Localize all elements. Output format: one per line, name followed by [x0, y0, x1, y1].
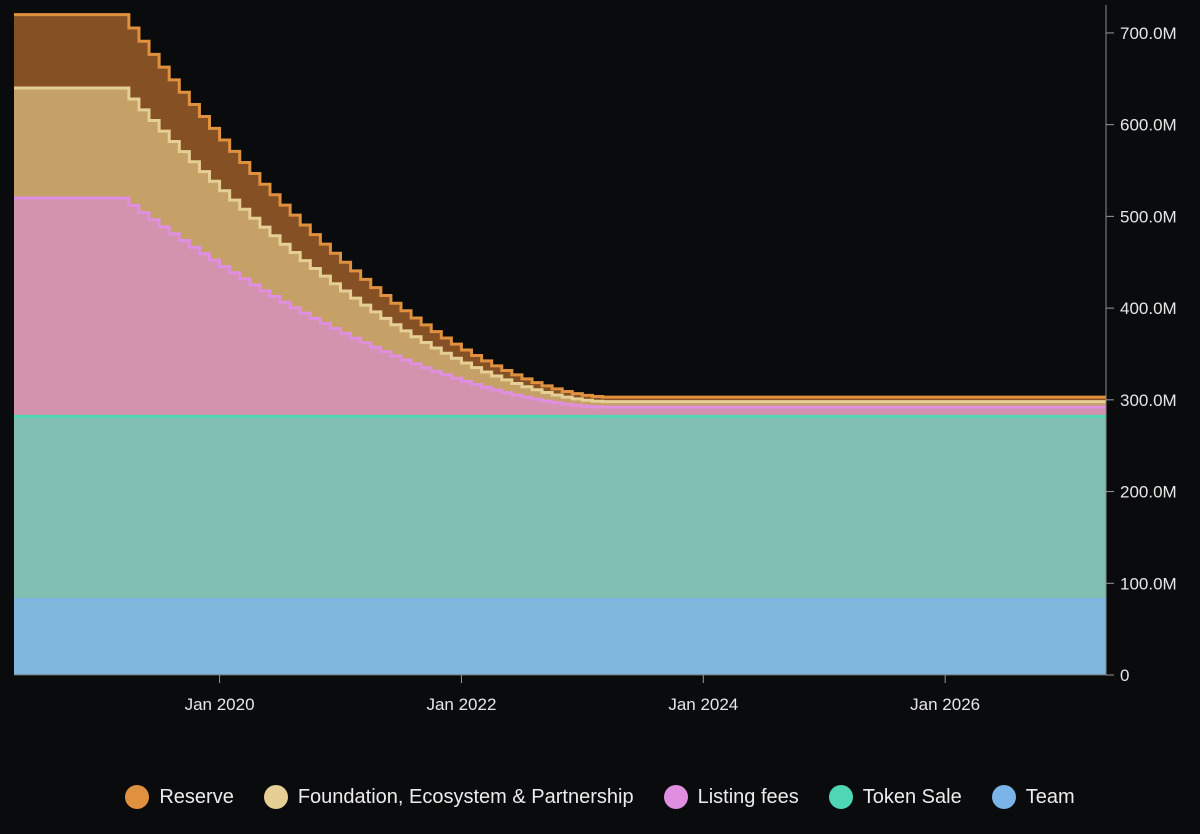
legend-dot-team [991, 785, 1016, 809]
y-tick-label: 300.0M [1120, 391, 1177, 410]
legend-item-reserve[interactable]: Reserve [125, 785, 234, 809]
y-tick-label: 700.0M [1120, 24, 1177, 43]
area-team [14, 599, 1106, 675]
x-tick-label: Jan 2026 [910, 695, 980, 714]
legend-dot-listing-fees [663, 785, 688, 809]
y-tick-label: 600.0M [1120, 116, 1177, 135]
legend-dot-foundation [263, 785, 288, 809]
legend-label-team: Team [1025, 785, 1075, 808]
y-tick-label: 100.0M [1120, 574, 1177, 593]
legend-item-team[interactable]: Team [991, 785, 1075, 809]
series-lines [14, 13, 1106, 602]
legend-label-token-sale: Token Sale [862, 785, 962, 808]
legend-label-foundation: Foundation, Ecosystem & Partnership [297, 785, 634, 808]
x-tick-label: Jan 2022 [426, 695, 496, 714]
line-listing-fees [14, 196, 1106, 409]
legend-dot-reserve [125, 785, 150, 809]
x-tick-label: Jan 2024 [668, 695, 738, 714]
area-token-sale [14, 416, 1106, 600]
legend: Reserve Foundation, Ecosystem & Partners… [0, 780, 1200, 814]
area-listing-fees [14, 198, 1106, 417]
plot-areas [14, 14, 1106, 675]
area-reserve [14, 14, 1106, 402]
y-tick-label: 200.0M [1120, 483, 1177, 502]
x-tick-label: Jan 2020 [185, 695, 255, 714]
legend-label-reserve: Reserve [159, 785, 234, 808]
legend-item-token-sale[interactable]: Token Sale [828, 785, 962, 809]
area-foundation-ecosystem-partnership [14, 87, 1106, 408]
y-tick-label: 0 [1120, 666, 1129, 685]
y-axis: 0 100.0M 200.0M 300.0M 400.0M 500.0M 600.0M 700… [1105, 5, 1177, 685]
legend-label-listing-fees: Listing fees [697, 785, 799, 808]
y-tick-label: 500.0M [1120, 207, 1177, 226]
legend-item-listing-fees[interactable]: Listing fees [663, 785, 799, 809]
x-axis: Jan 2020 Jan 2022 Jan 2024 Jan 2026 [14, 674, 1106, 714]
legend-item-foundation[interactable]: Foundation, Ecosystem & Partnership [263, 785, 634, 809]
y-tick-label: 400.0M [1120, 299, 1177, 318]
line-reserve [14, 13, 1106, 399]
line-foundation-ecosystem-partnership [14, 86, 1106, 404]
legend-dot-token-sale [828, 785, 853, 809]
